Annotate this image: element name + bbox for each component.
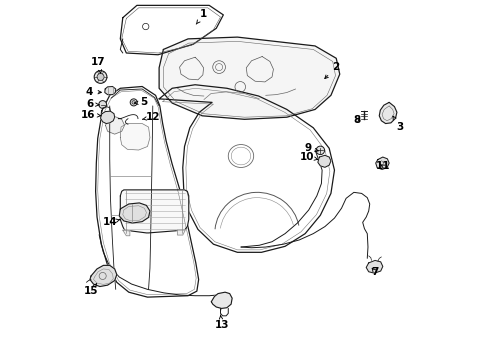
Text: 15: 15	[83, 283, 98, 296]
Text: 11: 11	[375, 161, 389, 171]
Polygon shape	[101, 111, 114, 123]
Polygon shape	[120, 190, 188, 233]
Text: 12: 12	[142, 112, 160, 122]
Text: 17: 17	[91, 57, 105, 73]
Polygon shape	[379, 102, 396, 123]
Polygon shape	[159, 37, 339, 119]
Polygon shape	[317, 155, 330, 167]
Text: 3: 3	[392, 116, 403, 132]
Polygon shape	[122, 230, 130, 236]
Text: 1: 1	[196, 9, 207, 24]
Circle shape	[99, 101, 106, 108]
Polygon shape	[120, 123, 150, 150]
Polygon shape	[177, 230, 185, 235]
Text: 14: 14	[102, 217, 120, 227]
Polygon shape	[159, 85, 334, 252]
Polygon shape	[375, 157, 388, 170]
Polygon shape	[90, 265, 117, 287]
Polygon shape	[211, 292, 232, 309]
Text: 16: 16	[81, 110, 101, 120]
Text: 8: 8	[353, 115, 360, 125]
Polygon shape	[119, 203, 150, 223]
Text: 6: 6	[86, 99, 99, 109]
Polygon shape	[120, 5, 223, 55]
Circle shape	[97, 73, 104, 81]
Circle shape	[132, 100, 135, 104]
Circle shape	[315, 146, 324, 154]
Circle shape	[94, 71, 107, 83]
Text: 9: 9	[304, 143, 318, 153]
Text: 10: 10	[300, 152, 317, 162]
Text: 7: 7	[370, 267, 378, 277]
Text: 4: 4	[85, 87, 101, 97]
Polygon shape	[104, 86, 116, 95]
Polygon shape	[105, 117, 124, 134]
Circle shape	[130, 99, 137, 106]
Text: 13: 13	[214, 315, 228, 330]
Text: 2: 2	[324, 62, 339, 78]
Polygon shape	[96, 86, 198, 297]
Text: 5: 5	[134, 98, 147, 107]
Polygon shape	[366, 260, 382, 273]
